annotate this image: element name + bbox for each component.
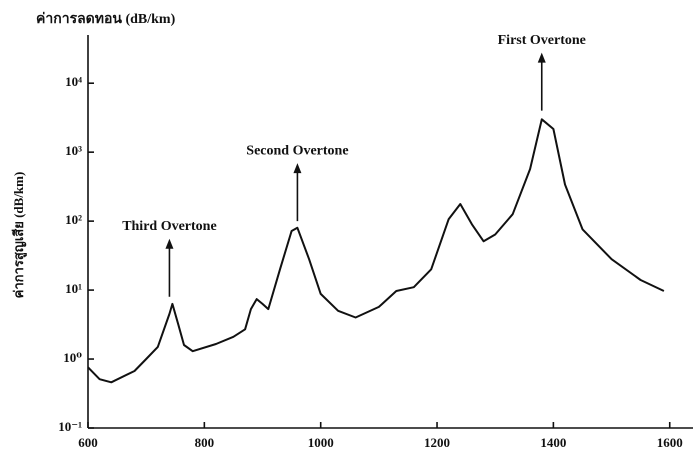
x-tick-label: 1400 xyxy=(540,435,566,450)
arrow-head xyxy=(537,52,546,63)
y-axis-label: ค่าการสูญเสีย (dB/km) xyxy=(11,172,27,299)
chart-title: ค่าการลดทอน (dB/km) xyxy=(36,11,176,27)
x-tick-label: 800 xyxy=(195,435,215,450)
x-tick-label: 600 xyxy=(78,435,98,450)
x-tick-label: 1200 xyxy=(424,435,450,450)
y-tick-label: 10¹ xyxy=(65,281,82,296)
y-tick-label: 10⁴ xyxy=(65,74,82,89)
y-tick-label: 10² xyxy=(65,212,82,227)
annotation-text: Second Overtone xyxy=(246,143,348,158)
annotation-text: First Overtone xyxy=(498,33,586,48)
y-tick-label: 10⁰ xyxy=(63,350,82,365)
annotation-text: Third Overtone xyxy=(122,219,217,234)
y-tick-label: 10³ xyxy=(65,143,82,158)
x-tick-label: 1600 xyxy=(657,435,683,450)
x-tick-label: 1000 xyxy=(308,435,334,450)
y-tick-label: 10⁻¹ xyxy=(58,419,82,434)
arrow-head xyxy=(165,238,174,249)
arrow-head xyxy=(293,163,302,174)
data-line xyxy=(87,118,665,384)
